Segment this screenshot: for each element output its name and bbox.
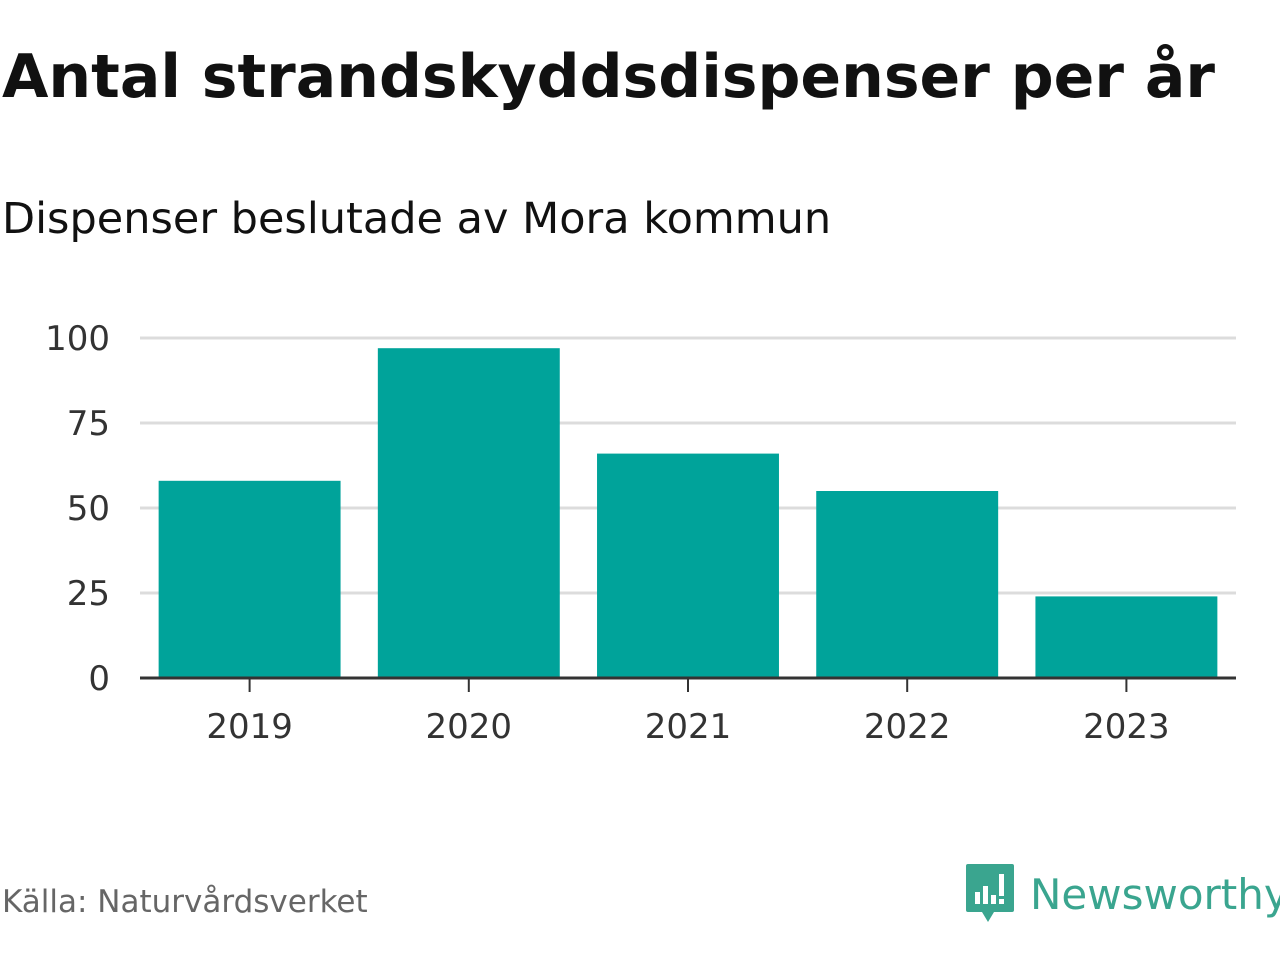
x-tick-label: 2023: [1083, 707, 1170, 747]
chart-subtitle: Dispenser beslutade av Mora kommun: [2, 194, 832, 244]
y-tick-label: 75: [67, 404, 110, 444]
y-tick-label: 0: [88, 659, 110, 699]
axes: 0 25 50 75 100 2019 2020 2021 2022 2023: [45, 319, 1236, 747]
bar-2021: [597, 453, 779, 678]
y-tick-label: 100: [45, 319, 110, 359]
brand-name: Newsworthy: [1030, 869, 1280, 919]
y-tick-label: 50: [67, 489, 110, 529]
x-tick-label: 2019: [206, 707, 293, 747]
bar-2019: [158, 480, 341, 678]
brand-logo: Newsworthy: [964, 862, 1280, 926]
x-tick-label: 2020: [426, 707, 513, 747]
chart-title: Antal strandskyddsdispenser per år: [2, 42, 1215, 112]
source-note: Källa: Naturvårdsverket: [2, 884, 368, 920]
bars: [158, 348, 1218, 678]
bar-2023: [1035, 596, 1218, 678]
x-tick-label: 2021: [645, 707, 732, 747]
bar-2020: [377, 348, 560, 678]
bar-2022: [816, 491, 999, 678]
x-tick-label: 2022: [864, 707, 951, 747]
y-tick-label: 25: [67, 574, 110, 614]
newsworthy-logo-icon: [966, 864, 1014, 922]
bar-chart: 0 25 50 75 100 2019 2020 2021 2022 2023: [45, 319, 1236, 747]
